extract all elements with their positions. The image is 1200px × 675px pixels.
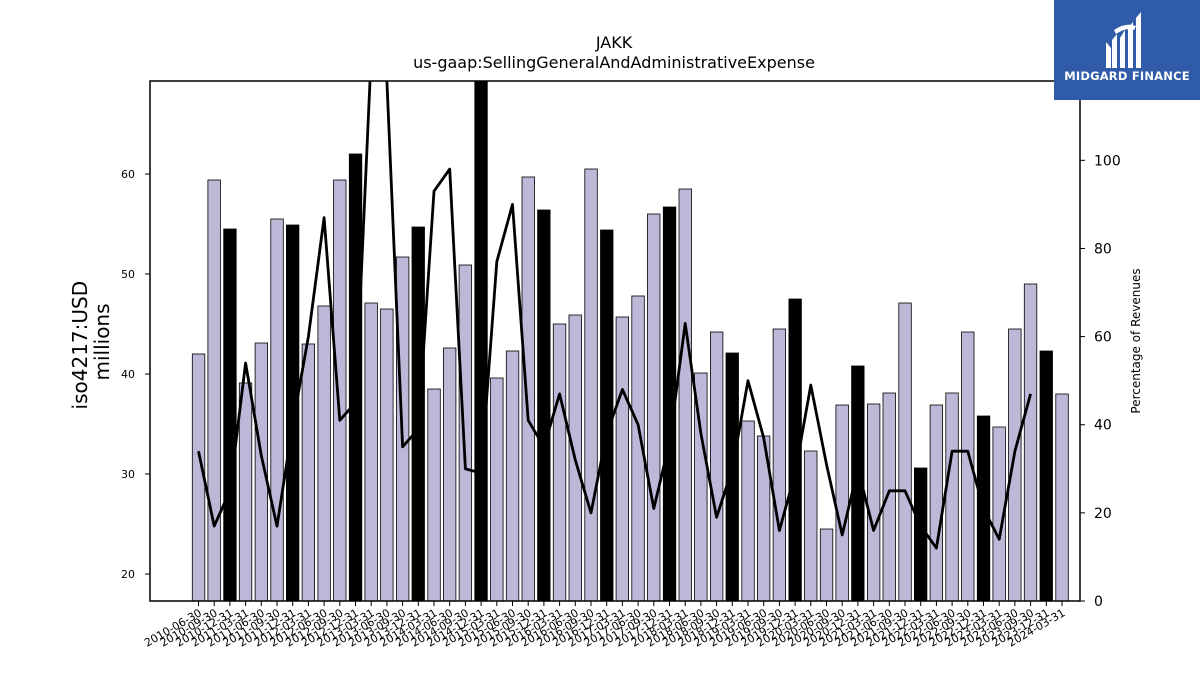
bar-2022-03-31 [929,404,943,601]
bar-2015-06-30 [505,350,520,601]
bar-2021-09-30 [898,302,912,601]
bar-2020-06-30 [819,528,834,601]
bar-2019-09-30 [772,328,786,601]
bar-2011-06-30 [254,342,269,601]
y-axis-label-line1: iso4217:USD [68,281,92,410]
bar-2012-09-30 [333,179,347,601]
chart-title: JAKK [595,33,633,52]
chart-subtitle: us-gaap:SellingGeneralAndAdministrativeE… [413,53,815,72]
bar-2022-06-30 [945,392,959,601]
y2-tick-label: 40 [1094,418,1112,434]
y-tick-label: 50 [121,268,135,281]
bar-2014-12-31 [474,81,488,601]
y-axis-label-line2: millions [90,303,114,380]
bar-2020-12-31 [851,365,865,601]
y-axis-label: iso4217:USD millions [68,275,114,410]
bar-2020-03-31 [804,450,818,601]
right-axis: 0 20 40 60 80 100 [1080,153,1121,610]
bar-2023-09-30 [1023,283,1038,601]
logo-text: MIDGARD FINANCE [1064,69,1190,83]
bar-2011-12-31 [285,224,300,601]
bar-2016-09-30 [584,168,598,601]
bar-2023-12-31 [1039,350,1053,601]
bar-2021-06-30 [882,392,896,601]
bar-2014-06-30 [442,347,457,601]
bar-2023-03-31 [992,426,1006,601]
bar-2011-09-30 [270,218,284,601]
bar-2017-09-30 [647,213,661,601]
y-tick-label: 30 [121,468,135,481]
bar-2011-03-31 [238,382,253,601]
bar-2010-09-30 [207,179,221,601]
bar-2019-03-31 [741,420,755,601]
bar-2013-03-31 [364,302,378,601]
bar-2010-12-31 [223,228,237,601]
bar-2020-09-30 [835,404,849,601]
y2-tick-label: 0 [1094,594,1103,610]
line-series [197,81,1032,550]
bar-2012-03-31 [301,343,316,601]
bar-2013-06-30 [380,308,394,601]
bar-series [191,81,1069,601]
y-tick-label: 20 [121,568,135,581]
y2-axis-label: Percentage of Revenues [1129,268,1143,413]
bar-2017-06-30 [631,295,645,601]
bar-2018-09-30 [710,331,724,601]
logo-mark-icon [1106,12,1141,68]
bar-2022-09-30 [961,331,975,601]
y-tick-label: 40 [121,368,135,381]
bar-2015-12-31 [537,209,551,601]
y-tick-label: 60 [121,168,135,181]
midgard-finance-logo: MIDGARD FINANCE [1054,0,1200,100]
plot-frame [149,80,1081,602]
bar-2017-03-31 [615,316,629,601]
y2-tick-label: 20 [1094,506,1112,522]
y2-tick-label: 60 [1094,330,1112,346]
bar-2015-09-30 [521,176,535,601]
bar-2018-03-31 [678,188,692,601]
percentage-line [197,81,1032,550]
bar-2015-03-31 [490,377,504,601]
y2-tick-label: 80 [1094,241,1112,257]
bar-2014-03-31 [427,388,441,601]
bar-2023-06-30 [1008,328,1022,601]
bar-2014-09-30 [458,264,473,601]
bar-2019-12-31 [788,298,802,601]
bar-2021-03-31 [867,403,881,601]
x-axis: 2010-06-302010-09-302010-12-312011-03-31… [142,601,1068,650]
bar-2016-03-31 [552,323,567,601]
bar-2018-06-30 [694,372,708,601]
left-axis: 20 30 40 50 60 [121,168,150,581]
bar-2024-03-31 [1055,393,1069,601]
bar-2018-12-31 [725,352,739,601]
bar-2016-12-31 [600,229,614,601]
y2-tick-label: 100 [1094,153,1121,169]
bar-2012-06-30 [317,305,331,601]
